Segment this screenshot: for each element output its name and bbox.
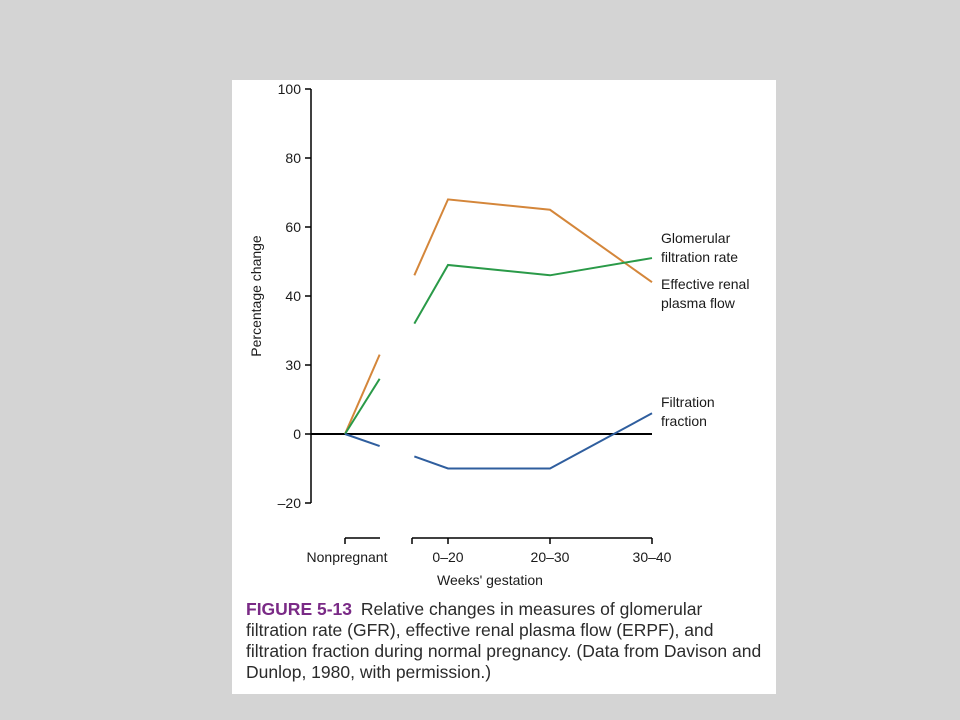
y-tick-label: 30 bbox=[285, 357, 301, 373]
series-line bbox=[413, 257, 653, 325]
x-tick-label: 0–20 bbox=[432, 549, 463, 565]
series-line bbox=[413, 198, 653, 284]
x-axis-title: Weeks' gestation bbox=[437, 572, 543, 588]
series-line bbox=[414, 412, 653, 470]
series-lines bbox=[344, 198, 653, 470]
caption-label: FIGURE 5-13 bbox=[246, 599, 352, 619]
x-tick-label: 30–40 bbox=[633, 549, 672, 565]
series-label: Filtration fraction bbox=[661, 394, 715, 429]
y-tick-label: 80 bbox=[285, 150, 301, 166]
y-tick-label: –20 bbox=[278, 495, 302, 511]
y-tick-label: 60 bbox=[285, 219, 301, 235]
series-labels: Glomerular filtration rate Effective renal… bbox=[661, 230, 749, 429]
y-tick-label: 0 bbox=[293, 426, 301, 442]
series-nonpregnant-segment bbox=[344, 354, 381, 435]
series-label: Effective renal plasma flow bbox=[661, 276, 749, 311]
figure-caption: FIGURE 5-13 Relative changes in measures… bbox=[246, 599, 766, 683]
series-label: Glomerular filtration rate bbox=[661, 230, 738, 265]
caption-text: Relative changes in measures of glomerul… bbox=[246, 599, 762, 682]
figure-panel: 100 80 60 40 30 0 –20 Nonpregnant 0–20 20–30 30–4… bbox=[232, 80, 776, 694]
x-tick-label: Nonpregnant bbox=[307, 549, 388, 565]
y-tick-label: 40 bbox=[285, 288, 301, 304]
series-nonpregnant-segment bbox=[344, 433, 380, 448]
y-axis: 100 80 60 40 30 0 –20 bbox=[278, 81, 312, 511]
x-axis: Nonpregnant 0–20 20–30 30–40 bbox=[307, 537, 672, 565]
y-tick-label: 100 bbox=[278, 81, 302, 97]
series-nonpregnant-segment bbox=[344, 378, 381, 435]
x-tick-label: 20–30 bbox=[531, 549, 570, 565]
y-axis-title: Percentage change bbox=[248, 235, 264, 357]
